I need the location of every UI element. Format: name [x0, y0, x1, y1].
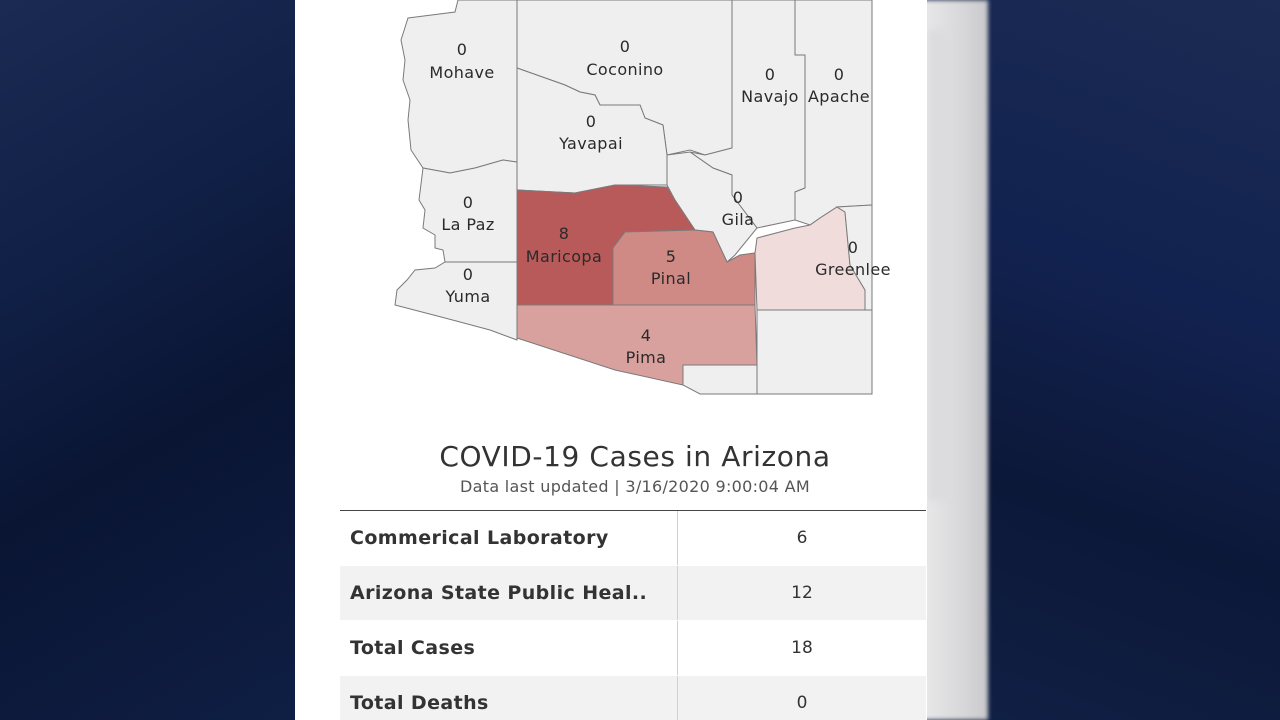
table-row: Total Deaths 0	[340, 676, 926, 720]
county-name-apache: Apache	[808, 87, 870, 106]
county-name-maricopa: Maricopa	[526, 247, 602, 266]
county-labels: 0 Mohave 0 Coconino 0 Navajo 0 Apache 0 …	[429, 37, 891, 367]
county-greenlee[interactable]	[835, 204, 873, 311]
county-pinal[interactable]	[612, 229, 756, 306]
county-count-mohave: 0	[457, 40, 468, 59]
county-name-yuma: Yuma	[444, 287, 490, 306]
dashboard-panel: 0 Mohave 0 Coconino 0 Navajo 0 Apache 0 …	[295, 0, 927, 720]
left-blurred-background	[0, 0, 295, 720]
county-santa-cruz[interactable]	[682, 364, 758, 395]
county-cochise[interactable]	[756, 309, 873, 395]
row-label: Commerical Laboratory	[340, 511, 678, 565]
county-la-paz[interactable]	[418, 159, 518, 263]
county-name-yavapai: Yavapai	[558, 134, 623, 153]
row-value: 0	[796, 693, 808, 713]
county-count-pinal: 5	[666, 247, 677, 266]
county-apache[interactable]	[794, 0, 873, 226]
county-name-pima: Pima	[626, 348, 667, 367]
county-name-pinal: Pinal	[651, 269, 691, 288]
arizona-county-map: 0 Mohave 0 Coconino 0 Navajo 0 Apache 0 …	[394, 0, 891, 395]
county-count-maricopa: 8	[559, 224, 570, 243]
row-value: 6	[796, 528, 808, 548]
table-row: Arizona State Public Heal.. 12	[340, 566, 926, 621]
county-name-gila: Gila	[722, 210, 755, 229]
table-row: Total Cases 18	[340, 621, 926, 676]
county-count-navajo: 0	[765, 65, 776, 84]
case-summary-table: Commerical Laboratory 6 Arizona State Pu…	[340, 510, 926, 720]
blurred-panel-shadow	[928, 30, 952, 500]
row-value: 18	[791, 638, 813, 658]
county-name-la-paz: La Paz	[441, 215, 494, 234]
county-count-gila: 0	[733, 188, 744, 207]
county-count-coconino: 0	[620, 37, 631, 56]
county-name-greenlee: Greenlee	[815, 260, 891, 279]
table-row: Commerical Laboratory 6	[340, 511, 926, 566]
county-mohave[interactable]	[400, 0, 518, 174]
row-label: Total Deaths	[340, 676, 678, 720]
county-name-mohave: Mohave	[429, 63, 494, 82]
dashboard-title: COVID-19 Cases in Arizona	[439, 440, 831, 473]
county-count-la-paz: 0	[463, 193, 474, 212]
row-value: 12	[791, 583, 813, 603]
county-count-yavapai: 0	[586, 112, 597, 131]
row-label: Arizona State Public Heal..	[340, 566, 678, 620]
county-count-apache: 0	[834, 65, 845, 84]
last-updated-text: Data last updated | 3/16/2020 9:00:04 AM	[460, 477, 810, 496]
county-count-pima: 4	[641, 326, 652, 345]
right-blurred-background	[985, 0, 1280, 720]
county-name-coconino: Coconino	[586, 60, 663, 79]
county-pima[interactable]	[516, 304, 758, 386]
county-count-greenlee: 0	[848, 238, 859, 257]
row-label: Total Cases	[340, 621, 678, 675]
county-count-yuma: 0	[463, 265, 474, 284]
county-name-navajo: Navajo	[741, 87, 799, 106]
